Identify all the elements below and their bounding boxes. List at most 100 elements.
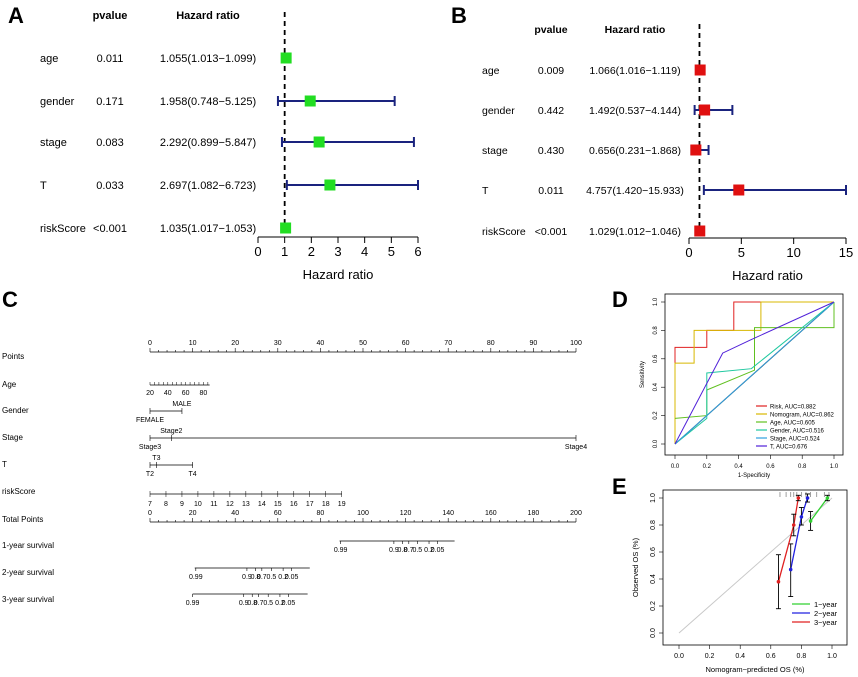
hr-marker <box>699 104 711 116</box>
scale-tick-label: 160 <box>485 510 497 517</box>
hr-marker <box>694 64 706 76</box>
survival-tick-label: 0.8 <box>398 547 408 554</box>
scale-tick-label: 80 <box>200 390 208 397</box>
scale-tick-label: 80 <box>317 510 325 517</box>
row-pvalue: 0.171 <box>96 96 124 108</box>
row-pvalue: 0.083 <box>96 137 124 149</box>
scale-label: Total Points <box>2 515 43 524</box>
legend-label: Stage, AUC=0.524 <box>770 437 821 443</box>
survival-tick-label: 0.9 <box>239 600 249 607</box>
scale-tick-label: 10 <box>194 501 202 508</box>
roc-curve <box>674 301 834 444</box>
hr-marker <box>694 225 706 237</box>
scale-tick-label: 80 <box>487 340 495 347</box>
row-label: riskScore <box>482 226 526 238</box>
x-tick-label: 0.4 <box>735 653 745 660</box>
row-hr-text: 1.029(1.012−1.046) <box>589 226 681 238</box>
row-pvalue: 0.011 <box>538 185 564 197</box>
calibration-plot-e: 0.0 0.0 0.2 0.2 0.4 0.4 0.6 0.6 0.8 0.8 1.0 1.0 Nomo… <box>631 489 848 674</box>
scale-tick-label: 19 <box>338 501 346 508</box>
row-hr-text: 1.066(1.016−1.119) <box>589 65 680 77</box>
plot-frame <box>662 489 848 646</box>
scale-tick-label: 120 <box>400 510 412 517</box>
row-pvalue: 0.009 <box>538 65 564 77</box>
y-tick-label: 0.4 <box>650 574 657 584</box>
scale-label: Stage <box>2 433 23 442</box>
scale-tick-label: 60 <box>182 390 190 397</box>
row-hr-text: 1.035(1.017−1.053) <box>160 223 256 235</box>
x-tick-label: 5 <box>388 244 395 259</box>
survival-tick-label: 0.8 <box>247 600 257 607</box>
scale-tick-label: 100 <box>570 340 582 347</box>
legend-label: 2−year <box>814 609 838 618</box>
row-hr-text: 1.492(0.537−4.144) <box>589 105 681 117</box>
row-hr-text: 2.292(0.899−5.847) <box>160 137 256 149</box>
scale-tick-label: 10 <box>189 340 197 347</box>
scale-tick-label: 9 <box>180 501 184 508</box>
scale-tick-label: 14 <box>258 501 266 508</box>
x-axis-title: Nomogram−predicted OS (%) <box>706 665 805 674</box>
row-label: T <box>482 185 489 197</box>
calibration-point <box>808 519 813 523</box>
x-tick-label: 15 <box>839 245 853 260</box>
scale-label: 2-year survival <box>2 568 54 577</box>
survival-tick-label: 0.2 <box>278 574 288 581</box>
plot-frame <box>664 293 844 456</box>
category-label: Stage4 <box>565 444 587 451</box>
legend-label: Risk, AUC=0.882 <box>770 405 817 411</box>
survival-tick-label: 0.5 <box>412 547 422 554</box>
survival-tick-label: 0.7 <box>257 574 267 581</box>
row-pvalue: <0.001 <box>93 223 127 235</box>
x-tick-label: 0 <box>254 244 261 259</box>
calibration-point <box>788 567 793 572</box>
x-tick-label: 0.6 <box>766 653 776 660</box>
category-label: T2 <box>146 471 154 478</box>
x-tick-label: 3 <box>334 244 341 259</box>
x-axis-title: 1-Specificity <box>738 473 770 479</box>
calibration-line <box>790 497 809 570</box>
scale-tick-label: 30 <box>274 340 282 347</box>
scale-tick-label: 200 <box>570 510 582 517</box>
roc-curve <box>674 301 835 445</box>
row-label: gender <box>40 96 75 108</box>
y-tick-label: 0.6 <box>653 354 659 363</box>
y-tick-label: 0.0 <box>653 439 659 448</box>
scale-tick-label: 70 <box>444 340 452 347</box>
scale-tick-label: 90 <box>530 340 538 347</box>
y-tick-label: 0.4 <box>653 382 659 391</box>
calibration-point <box>825 496 830 500</box>
calibration-point <box>791 523 796 527</box>
x-tick-label: 1.0 <box>830 464 839 470</box>
calibration-line <box>810 497 828 522</box>
category-label: FEMALE <box>136 417 164 424</box>
survival-tick-label: 0.2 <box>424 547 434 554</box>
row-label: gender <box>482 105 515 117</box>
scale-label: 3-year survival <box>2 595 54 604</box>
y-tick-label: 0.2 <box>650 601 657 611</box>
roc-plot-d: 0.0 0.0 0.2 0.2 0.4 0.4 0.6 0.6 0.8 0.8 1.0 1.0 1-Sp… <box>640 293 844 479</box>
y-tick-label: 0.8 <box>650 520 657 530</box>
row-hr-text: 0.656(0.231−1.868) <box>589 145 681 157</box>
survival-tick-label: 0.05 <box>282 600 296 607</box>
row-label: stage <box>40 137 67 149</box>
scale-tick-label: 20 <box>231 340 239 347</box>
scale-tick-label: 7 <box>148 501 152 508</box>
x-tick-label: 0.6 <box>766 464 775 470</box>
survival-tick-label: 0.9 <box>389 547 399 554</box>
row-pvalue: <0.001 <box>535 226 568 238</box>
hr-marker <box>280 222 292 234</box>
x-tick-label: 0.2 <box>705 653 715 660</box>
scale-tick-label: 0 <box>148 340 152 347</box>
scale-tick-label: 140 <box>442 510 454 517</box>
row-pvalue: 0.011 <box>97 53 124 65</box>
legend-label: Age, AUC=0.605 <box>770 421 816 427</box>
scale-label: T <box>2 460 7 469</box>
scale-tick-label: 12 <box>226 501 234 508</box>
x-tick-label: 0.0 <box>674 653 684 660</box>
row-hr-text: 1.958(0.748−5.125) <box>160 96 256 108</box>
category-label: Stage2 <box>160 428 182 435</box>
y-tick-label: 0.2 <box>653 411 659 420</box>
x-tick-label: 0.2 <box>703 464 712 470</box>
row-label: stage <box>482 145 508 157</box>
scale-label: 1-year survival <box>2 541 54 550</box>
